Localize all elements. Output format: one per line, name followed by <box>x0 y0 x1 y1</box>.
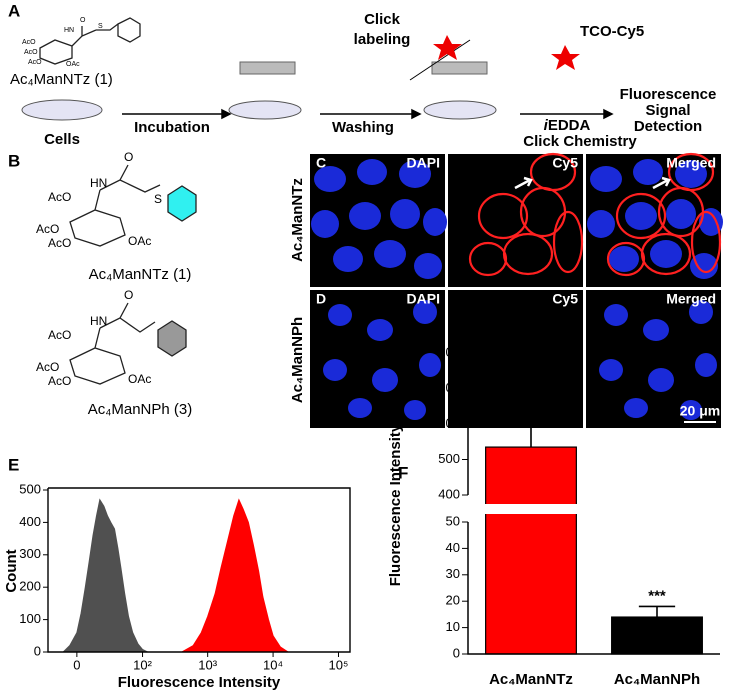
micrographs <box>310 152 723 428</box>
significance: *** <box>648 587 666 604</box>
y-tick-label: 30 <box>446 566 460 581</box>
y-tick-label: 500 <box>19 481 41 496</box>
dye <box>551 45 580 70</box>
x-tick-label: 10³ <box>198 657 217 672</box>
structure <box>39 17 141 65</box>
atom: HN <box>64 27 74 34</box>
x-tick-label: 0 <box>73 657 80 672</box>
y-tick-label: 400 <box>19 514 41 529</box>
bar <box>611 616 703 655</box>
structure <box>69 164 197 385</box>
y-tick-label: 10 <box>446 619 460 634</box>
axis-break <box>460 504 712 514</box>
arrow <box>122 108 614 120</box>
dye <box>433 35 462 60</box>
atom: AcO <box>48 236 71 250</box>
atom: AcO <box>48 328 71 342</box>
histogram <box>61 498 148 653</box>
compound-name: Ac₄ManNTz (1) <box>89 266 192 283</box>
membrane <box>239 61 488 75</box>
y-axis-label: Fluorescence Intensity <box>387 423 404 586</box>
panel-label: E <box>8 455 19 474</box>
y-tick-label: 40 <box>446 540 460 555</box>
compound-name: Ac₄ManNPh (3) <box>88 401 193 418</box>
step-label: Detection <box>634 118 702 135</box>
histogram <box>179 498 290 653</box>
atom: OAc <box>128 234 151 248</box>
x-tick-label: 10² <box>133 657 152 672</box>
atom: S <box>154 192 162 206</box>
error-bar <box>512 407 550 448</box>
channel-label: Cy5 <box>552 155 578 171</box>
bar <box>485 446 577 655</box>
scale-bar-label: 20 μm <box>680 403 720 419</box>
atom: AcO <box>48 374 71 388</box>
step-label: Signal <box>645 102 690 119</box>
panel-label: B <box>8 151 20 170</box>
channel-label: Merged <box>666 291 716 307</box>
x-tick-label: Ac₄ManNTz <box>489 671 573 688</box>
atom: O <box>80 17 86 24</box>
y-tick-label: 400 <box>438 486 460 501</box>
y-tick-label: 300 <box>19 546 41 561</box>
panel-label: C <box>316 155 326 171</box>
row-label: Ac₄ManNTz <box>289 178 306 262</box>
panel-label: D <box>316 291 326 307</box>
step-label: Click <box>364 11 401 28</box>
y-tick-label: 600 <box>438 415 460 430</box>
y-tick-label: 200 <box>19 579 41 594</box>
atom: AcO <box>36 360 59 374</box>
x-tick-label: 10⁵ <box>329 657 349 672</box>
channel-label: DAPI <box>407 155 440 171</box>
atom: AcO <box>36 222 59 236</box>
y-tick-label: 0 <box>453 645 460 660</box>
step-label: Fluorescence <box>620 86 717 103</box>
atom: O <box>124 288 133 302</box>
row-label: Ac₄ManNPh <box>289 317 306 403</box>
channel-label: Merged <box>666 155 716 171</box>
arrow <box>409 39 471 81</box>
atom: OAc <box>128 372 151 386</box>
atom: HN <box>90 314 107 328</box>
step-label: Cells <box>44 131 80 148</box>
error-bar <box>638 605 676 618</box>
atom: O <box>124 150 133 164</box>
atom: AcO <box>24 49 38 56</box>
axis-frame <box>47 487 351 653</box>
probe-label: TCO-Cy5 <box>580 23 644 40</box>
y-tick-label: 50 <box>446 513 460 528</box>
channel-label: Cy5 <box>552 291 578 307</box>
reaction-label: Click Chemistry <box>523 133 637 150</box>
step-label: labeling <box>354 31 411 48</box>
compound-name: Ac₄ManNTz (1) <box>10 71 113 88</box>
atom: OAc <box>66 61 80 68</box>
panel-label: F <box>398 463 408 482</box>
atom: AcO <box>28 59 42 66</box>
y-tick-label: 700 <box>438 380 460 395</box>
y-tick-label: 800 <box>438 344 460 359</box>
y-tick-label: 500 <box>438 451 460 466</box>
atom: HN <box>90 176 107 190</box>
panel-label: A <box>8 1 20 20</box>
reaction-label: iEDDA <box>544 117 591 134</box>
y-tick-label: 20 <box>446 593 460 608</box>
step-label: Incubation <box>134 119 210 136</box>
step-label: Washing <box>332 119 394 136</box>
reaction-prefix: i <box>544 117 549 134</box>
y-tick-label: 100 <box>19 611 41 626</box>
channel-label: DAPI <box>407 291 440 307</box>
reaction-name: EDDA <box>548 117 591 134</box>
x-axis-label: Fluorescence Intensity <box>118 674 281 691</box>
y-axis-label: Count <box>3 549 20 592</box>
dish <box>21 99 497 121</box>
atom: AcO <box>48 190 71 204</box>
x-tick-label: 10⁴ <box>263 657 283 672</box>
atom: S <box>98 23 103 30</box>
y-tick-label: 0 <box>34 643 41 658</box>
atom: AcO <box>22 39 36 46</box>
x-tick-label: Ac₄ManNPh <box>614 671 700 688</box>
